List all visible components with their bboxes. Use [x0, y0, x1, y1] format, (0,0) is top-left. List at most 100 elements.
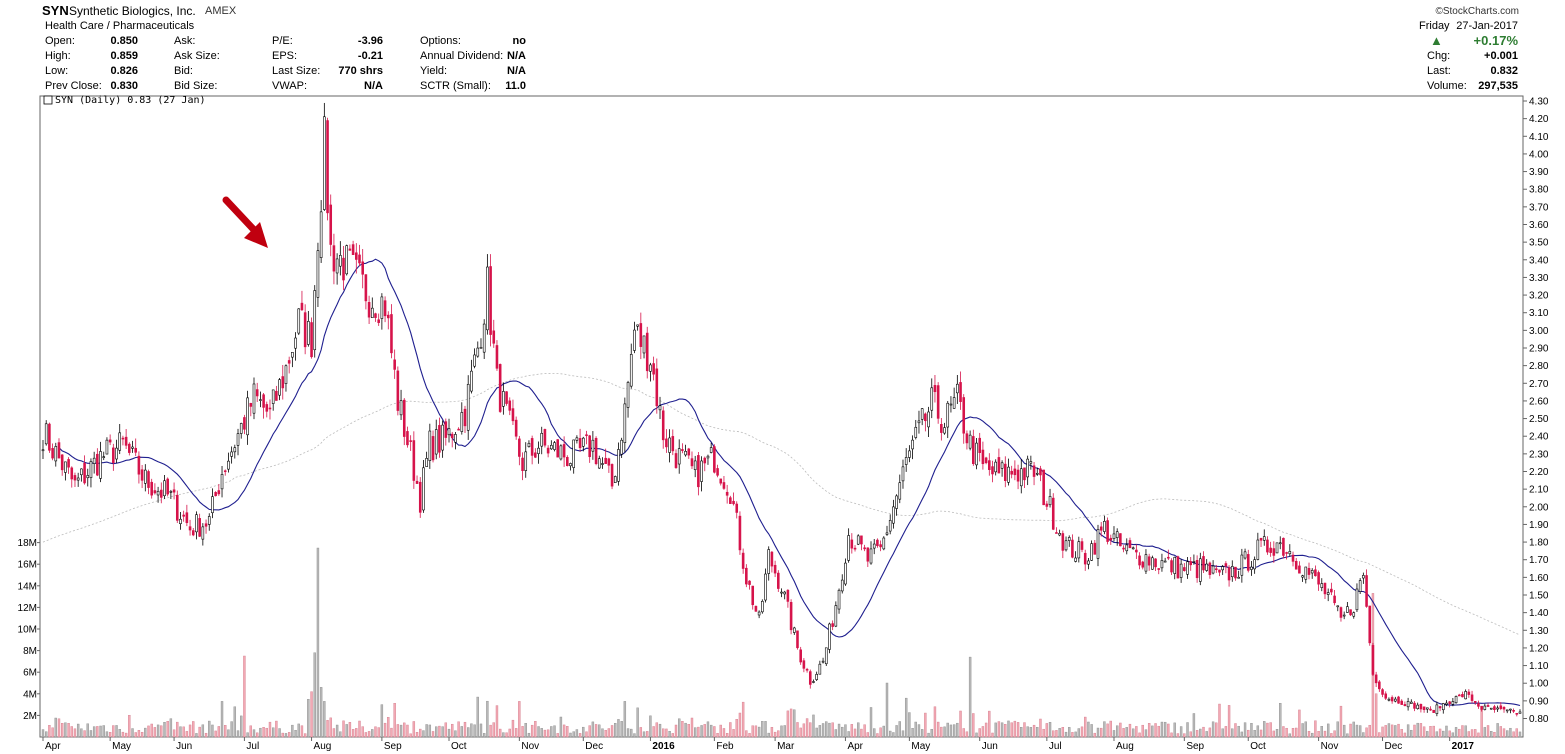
candle-body [1115, 531, 1119, 538]
volume-bar [818, 725, 822, 738]
candle-body [1256, 539, 1260, 560]
candle-body [108, 439, 112, 443]
volume-bar [741, 701, 745, 738]
up-triangle-icon: ▲ [1430, 33, 1443, 48]
field-value: N/A [364, 80, 383, 92]
legend-label: SYN (Daily) 0.83 (27 Jan) [55, 95, 206, 106]
candle-body [1330, 588, 1333, 593]
candle-body [933, 385, 937, 393]
candle-body [508, 400, 512, 411]
volume-tick-label: 14M [18, 581, 37, 592]
volume-bar [435, 726, 438, 738]
candle-body [591, 439, 595, 452]
date-label: 27-Jan-2017 [1456, 20, 1518, 32]
volume-bar [946, 722, 949, 738]
volume-bar [968, 656, 972, 738]
volume-bar [1247, 729, 1250, 738]
candle-body [981, 449, 985, 465]
candle-body [629, 354, 633, 387]
volume-tick-label: 16M [18, 560, 37, 571]
candle-body [1451, 701, 1455, 705]
volume-bar [192, 721, 195, 738]
volume-bar [725, 733, 729, 738]
volume-bar [383, 722, 387, 738]
candle-body [898, 482, 902, 500]
volume-bar [514, 728, 518, 738]
candle-body [604, 457, 607, 464]
candle-body [1486, 705, 1490, 707]
candle-body [1035, 472, 1039, 475]
candle-body [1003, 463, 1007, 482]
volume-bar [994, 722, 997, 738]
candle-body [83, 462, 86, 484]
volume-bar [166, 721, 169, 738]
volume-bar [208, 720, 211, 738]
candle-body [150, 481, 153, 496]
volume-bar [102, 725, 105, 738]
volume-bar [844, 724, 847, 738]
candle-body [1112, 533, 1116, 539]
candle-body [764, 573, 767, 601]
candle-body [1147, 556, 1151, 566]
candle-body [959, 382, 962, 402]
date-tick-label: May [911, 741, 930, 752]
field-label: Low: [45, 65, 69, 77]
volume-bar [451, 723, 454, 738]
volume-bar [911, 728, 914, 738]
volume-bar [1509, 727, 1512, 738]
candle-body [1032, 465, 1036, 477]
ticker-symbol[interactable]: SYN [42, 3, 69, 18]
candle-body [1122, 547, 1125, 550]
price-tick-label: 3.10 [1529, 308, 1549, 319]
candle-body [271, 389, 275, 404]
candle-body [1275, 542, 1279, 554]
candle-body [48, 423, 51, 451]
long-moving-average [42, 372, 1521, 636]
volume-bar [1061, 727, 1065, 738]
volume-bar [1144, 729, 1148, 738]
volume-bar [198, 726, 201, 738]
volume-bar [1227, 705, 1231, 738]
volume-bar [1333, 730, 1336, 738]
date-tick-label: Sep [384, 741, 402, 752]
volume-bar [1154, 723, 1157, 738]
volume-bar [454, 730, 457, 738]
field-value: 0.859 [110, 50, 138, 62]
volume-bar [236, 730, 240, 738]
date-tick-label: Nov [521, 741, 539, 752]
candle-body [808, 671, 812, 685]
candle-body [754, 605, 758, 612]
volume-bar [240, 715, 243, 738]
field-label: Ask: [174, 35, 196, 47]
candle-body [709, 447, 713, 453]
candle-body [1278, 542, 1282, 545]
volume-bar [316, 547, 320, 738]
volume-bar [543, 729, 547, 738]
volume-bar [1307, 730, 1311, 738]
volume-bar [1195, 730, 1199, 738]
field-value: -3.96 [357, 35, 383, 47]
volume-bar [1211, 721, 1215, 738]
candle-body [370, 307, 374, 318]
volume-bar [211, 724, 214, 738]
volume-bar [144, 727, 147, 738]
volume-bar [1282, 726, 1285, 738]
volume-bar [422, 730, 425, 738]
candle-body [920, 408, 924, 420]
candle-body [1441, 703, 1445, 711]
field-value: no [512, 35, 526, 47]
candle-body [463, 408, 467, 427]
volume-bar [419, 728, 422, 738]
candle-body [1499, 705, 1503, 709]
volume-bar [387, 717, 390, 738]
volume-bar [1170, 732, 1173, 738]
volume-bar [1256, 725, 1260, 738]
volume-bar [1221, 728, 1224, 738]
volume-bar [828, 722, 831, 738]
volume-bar [1326, 723, 1330, 738]
volume-bar [124, 732, 128, 738]
candle-body [991, 466, 994, 475]
candle-body [51, 448, 54, 459]
volume-bar [1205, 731, 1208, 738]
